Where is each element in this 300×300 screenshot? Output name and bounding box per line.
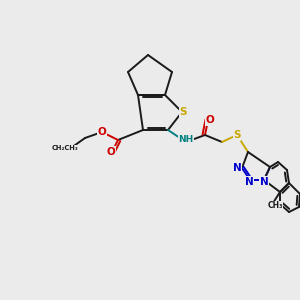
Text: O: O	[206, 115, 214, 125]
Text: CH₂CH₃: CH₂CH₃	[52, 145, 78, 151]
Text: NH: NH	[178, 136, 194, 145]
Text: O: O	[106, 147, 116, 157]
Text: S: S	[179, 107, 187, 117]
Text: O: O	[98, 127, 106, 137]
Text: N: N	[232, 163, 242, 173]
Text: N: N	[244, 177, 253, 187]
Text: N: N	[260, 177, 268, 187]
Text: CH₃: CH₃	[267, 202, 283, 211]
Text: S: S	[233, 130, 241, 140]
